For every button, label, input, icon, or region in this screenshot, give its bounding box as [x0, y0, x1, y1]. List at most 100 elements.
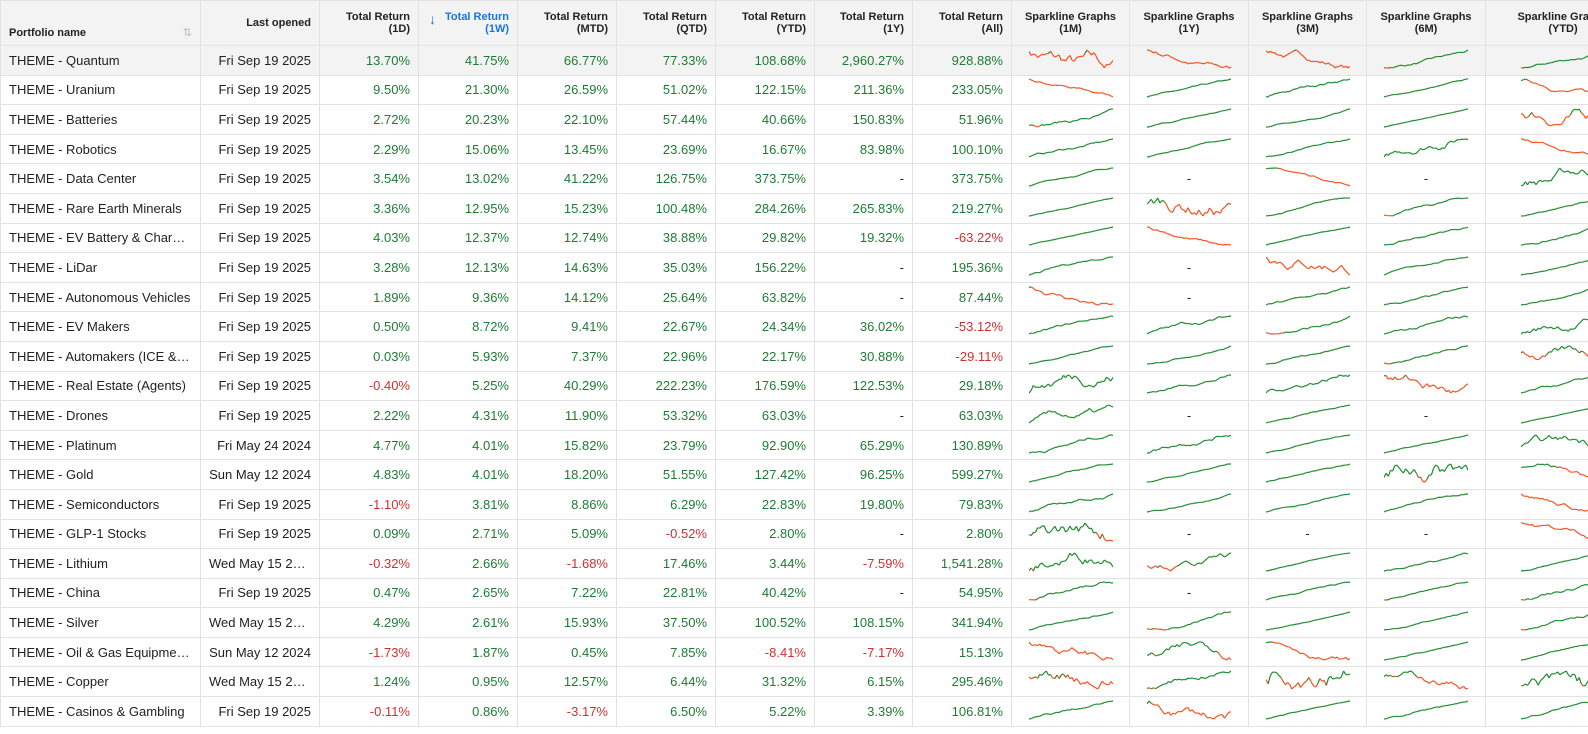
sparkline-segment: [1267, 389, 1271, 392]
sparkline-segment: [1546, 180, 1550, 182]
return-cell: 87.44%: [912, 281, 1012, 313]
sparkline-segment: [1540, 116, 1543, 120]
return-value: 13.70%: [365, 52, 410, 68]
column-header[interactable]: Total Return (YTD): [715, 0, 815, 46]
sparkline-segment: [1226, 346, 1230, 349]
date-cell: Fri Sep 19 2025: [200, 311, 320, 342]
sparkline-segment: [1185, 472, 1189, 475]
sparkline-segment: [1334, 584, 1337, 587]
column-header[interactable]: Sparkline Graphs (3M): [1248, 0, 1367, 46]
column-header[interactable]: Sparkline Graphs (1M): [1011, 0, 1130, 46]
sparkline-segment: [1392, 269, 1395, 272]
sparkline-segment: [1170, 324, 1174, 327]
sparkline-segment: [1583, 89, 1586, 93]
sparkline-cell: [1129, 548, 1249, 579]
sparkline-segment: [1185, 61, 1189, 65]
sparkline-segment: [1520, 350, 1524, 353]
sparkline-segment: [1557, 266, 1560, 269]
sparkline-segment: [1403, 239, 1406, 242]
column-header[interactable]: Sparkline Graphs(YTD): [1485, 0, 1588, 46]
sparkline-segment: [1295, 504, 1299, 507]
sparkline-segment: [1583, 229, 1586, 232]
sparkline-segment: [1297, 236, 1301, 239]
return-value: 4.31%: [472, 407, 509, 423]
sparkline-segment: [1394, 242, 1398, 245]
table-row[interactable]: THEME - EV Battery & Charging Fri Sep 19 …: [0, 222, 1588, 254]
table-row[interactable]: THEME - Lithium Wed May 15 2024 -0.32% 2.66…: [0, 548, 1588, 579]
column-header[interactable]: Sparkline Graphs (6M): [1366, 0, 1486, 46]
table-row[interactable]: THEME - China Fri Sep 19 2025 0.47% 2.65% 7.…: [0, 577, 1588, 609]
table-row[interactable]: THEME - GLP-1 Stocks Fri Sep 19 2025 0.09%…: [0, 518, 1588, 550]
table-row[interactable]: THEME - Quantum Fri Sep 19 2025 13.70% 41.7…: [0, 45, 1588, 76]
sparkline-segment: [1097, 113, 1100, 116]
column-header[interactable]: Last opened: [200, 0, 320, 46]
column-header[interactable]: Sparkline Graphs (1Y): [1129, 0, 1249, 46]
sparkline-segment: [1168, 627, 1171, 631]
name-cell: THEME - Gold: [0, 459, 201, 490]
sparkline-segment: [1548, 89, 1552, 93]
table-row[interactable]: THEME - Casinos & Gambling Fri Sep 19 202…: [0, 696, 1588, 727]
sparkline-segment: [1525, 657, 1528, 660]
sparkline-segment: [1433, 321, 1436, 324]
column-header[interactable]: Total Return (1Y): [814, 0, 913, 46]
table-row[interactable]: THEME - EV Makers Fri Sep 19 2025 0.50% 8.7…: [0, 311, 1588, 342]
table-row[interactable]: THEME - Autonomous Vehicles Fri Sep 19 20…: [0, 281, 1588, 313]
sparkline-segment: [1426, 474, 1430, 480]
sparkline-segment: [1542, 712, 1545, 715]
sparkline-segment: [1533, 464, 1537, 467]
column-header[interactable]: Total Return (All): [912, 0, 1012, 46]
table-row[interactable]: THEME - Platinum Fri May 24 2024 4.77% 4.01…: [0, 429, 1588, 461]
sparkline-segment: [1082, 232, 1085, 235]
sparkline-segment: [1038, 562, 1042, 565]
no-data: -: [1186, 585, 1192, 601]
sparkline-segment: [1159, 564, 1163, 568]
sort-icon[interactable]: ⇅: [182, 27, 192, 39]
return-cell: 3.28%: [319, 252, 419, 283]
sparkline-segment: [1340, 319, 1344, 322]
table-row[interactable]: THEME - Silver Wed May 15 2024 4.29% 2.61% 1…: [0, 607, 1588, 638]
table-row[interactable]: THEME - Real Estate (Agents) Fri Sep 19 2…: [0, 370, 1588, 402]
sparkline-segment: [1316, 678, 1320, 685]
sparkline-cell: [1248, 74, 1367, 106]
sparkline-segment: [1204, 320, 1208, 323]
table-row[interactable]: THEME - Gold Sun May 12 2024 4.83% 4.01% 18.…: [0, 459, 1588, 490]
table-row[interactable]: THEME - Oil & Gas Equipment ... Sun May 1…: [0, 636, 1588, 668]
table-row[interactable]: THEME - Copper Wed May 15 2024 1.24% 0.95% 1…: [0, 666, 1588, 698]
column-header[interactable]: ↓ Total Return (1W): [418, 0, 518, 46]
table-row[interactable]: THEME - LiDar Fri Sep 19 2025 3.28% 12.13% 1…: [0, 252, 1588, 283]
sparkline-segment: [1582, 114, 1587, 119]
return-value: 2.61%: [472, 615, 509, 631]
sparkline-segment: [1101, 613, 1105, 616]
sparkline-segment: [1557, 414, 1560, 416]
sparkline-segment: [1557, 347, 1561, 351]
table-row[interactable]: THEME - Drones Fri Sep 19 2025 2.22% 4.31% 1…: [0, 400, 1588, 431]
table-row[interactable]: THEME - Rare Earth Minerals Fri Sep 19 20…: [0, 192, 1588, 224]
return-cell: 928.88%: [912, 45, 1012, 76]
table-row[interactable]: THEME - Uranium Fri Sep 19 2025 9.50% 21.30…: [0, 74, 1588, 106]
table-row[interactable]: THEME - Semiconductors Fri Sep 19 2025 -1.…: [0, 488, 1588, 520]
sparkline-segment: [1183, 707, 1187, 711]
table-row[interactable]: THEME - Automakers (ICE & EV) Fri Sep 19 …: [0, 340, 1588, 372]
sparkline-segment: [1537, 299, 1541, 303]
column-header[interactable]: Total Return (1D): [319, 0, 419, 46]
column-header[interactable]: Portfolio name ⇅: [0, 0, 201, 46]
sparkline-segment: [1209, 207, 1213, 211]
table-row[interactable]: THEME - Data Center Fri Sep 19 2025 3.54% 1…: [0, 163, 1588, 194]
sparkline-segment: [1271, 388, 1275, 391]
table-row[interactable]: THEME - Batteries Fri Sep 19 2025 2.72% 20.…: [0, 104, 1588, 135]
sparkline-segment: [1185, 641, 1189, 644]
sparkline-segment: [1215, 613, 1219, 616]
table-row[interactable]: THEME - Robotics Fri Sep 19 2025 2.29% 15.0…: [0, 133, 1588, 165]
sparkline-segment: [1308, 677, 1312, 683]
sparkline: [1265, 226, 1350, 246]
sparkline-segment: [1456, 686, 1460, 690]
column-header[interactable]: Total Return (QTD): [616, 0, 716, 46]
column-header[interactable]: Total Return (MTD): [517, 0, 617, 46]
return-value: -0.52%: [665, 526, 707, 542]
sparkline-segment: [1548, 621, 1552, 625]
sparkline-segment: [1081, 52, 1086, 57]
sparkline-segment: [1312, 201, 1316, 204]
sparkline-cell: [1129, 340, 1249, 372]
sparkline-segment: [1183, 504, 1186, 507]
last-opened: Sun May 12 2024: [209, 644, 311, 660]
